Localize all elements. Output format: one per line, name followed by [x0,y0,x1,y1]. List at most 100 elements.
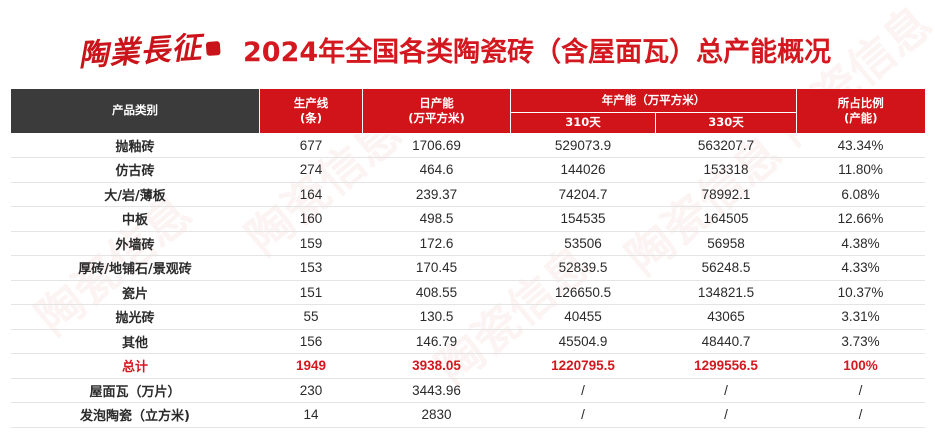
cell-share: 10.37% [796,280,925,305]
cell-lines: 14 [259,402,363,428]
cell-310: 529073.9 [510,133,656,158]
cell-category: 其他 [10,329,260,354]
table-row: 屋面瓦（万片） 230 3443.96 / / / [10,378,925,403]
cell-lines: 159 [259,231,363,256]
table-row: 厚砖/地铺石/景观砖 153 170.45 52839.5 56248.5 4.… [10,255,925,281]
cell-daily: 2830 [362,402,511,428]
cell-daily: 464.6 [362,157,511,183]
seal-icon [205,41,221,56]
cell-category: 瓷片 [10,280,260,305]
page-header: 陶業長征 2024年全国各类陶瓷砖（含屋面瓦）总产能概况 [0,0,935,86]
cell-330: 164505 [655,206,797,232]
cell-daily: 239.37 [362,182,511,207]
cell-lines: 160 [259,206,363,232]
cell-share: 3.31% [796,304,925,330]
cell-daily: 3938.05 [362,353,511,379]
table-row: 仿古砖 274 464.6 144026 153318 11.80% [10,157,925,183]
cell-category: 厚砖/地铺石/景观砖 [10,255,260,281]
cell-lines: 55 [259,304,363,330]
table-row: 其他 156 146.79 45504.9 48440.7 3.73% [10,329,925,354]
cell-lines: 1949 [259,353,363,379]
cell-lines: 677 [259,133,363,158]
cell-daily: 1706.69 [362,133,511,158]
header-daily-unit: (万平方米) [408,110,465,125]
cell-category: 总计 [10,353,260,379]
cell-share: / [796,378,925,403]
table-row: 大/岩/薄板 164 239.37 74204.7 78992.1 6.08% [10,182,925,207]
cell-330: 43065 [655,304,797,330]
table-row: 瓷片 151 408.55 126650.5 134821.5 10.37% [10,280,925,305]
cell-310: 1220795.5 [510,353,656,379]
cell-330: 563207.7 [655,133,797,158]
header-category: 产品类别 [10,89,260,134]
cell-310: 52839.5 [510,255,656,281]
cell-310: / [510,378,656,403]
cell-310: 126650.5 [510,280,656,305]
cell-daily: 170.45 [362,255,511,281]
table-row: 中板 160 498.5 154535 164505 12.66% [10,206,925,232]
cell-daily: 146.79 [362,329,511,354]
cell-330: 48440.7 [655,329,797,354]
header-330-days: 330天 [655,112,797,134]
capacity-table: 产品类别 生产线 (条) 日产能 (万平方米) 年产能（万平方米） 所占比例 (产能)… [10,89,925,428]
cell-category: 抛光砖 [10,304,260,330]
header-lines: 生产线 (条) [259,89,363,134]
cell-share: 11.80% [796,157,925,183]
cell-daily: 172.6 [362,231,511,256]
cell-category: 发泡陶瓷（立方米) [10,402,260,428]
cell-330: 134821.5 [655,280,797,305]
cell-daily: 130.5 [362,304,511,330]
table-row: 外墙砖 159 172.6 53506 56958 4.38% [10,231,925,256]
cell-lines: 153 [259,255,363,281]
cell-330: 56248.5 [655,255,797,281]
header-share: 所占比例 (产能) [796,89,925,134]
cell-310: 53506 [510,231,656,256]
cell-category: 抛釉砖 [10,133,260,158]
header-share-unit: (产能) [843,110,878,125]
cell-share: 6.08% [796,182,925,207]
cell-share: 43.34% [796,133,925,158]
cell-330: 56958 [655,231,797,256]
cell-share: 4.33% [796,255,925,281]
cell-daily: 3443.96 [362,378,511,403]
cell-category: 外墙砖 [10,231,260,256]
header-daily-label: 日产能 [419,95,454,110]
cell-lines: 156 [259,329,363,354]
cell-daily: 408.55 [362,280,511,305]
page-title: 2024年全国各类陶瓷砖（含屋面瓦）总产能概况 [243,37,832,68]
cell-310: 154535 [510,206,656,232]
header-daily: 日产能 (万平方米) [362,89,511,134]
cell-310: / [510,402,656,428]
cell-share: / [796,402,925,428]
cell-category: 仿古砖 [10,157,260,183]
cell-330: 153318 [655,157,797,183]
header-share-label: 所占比例 [837,95,884,110]
header-annual: 年产能（万平方米） [510,89,797,113]
table-row: 发泡陶瓷（立方米) 14 2830 / / / [10,402,925,428]
table-row: 抛釉砖 677 1706.69 529073.9 563207.7 43.34% [10,133,925,158]
cell-daily: 498.5 [362,206,511,232]
cell-lines: 230 [259,378,363,403]
cell-category: 屋面瓦（万片） [10,378,260,403]
cell-category: 中板 [10,206,260,232]
cell-310: 40455 [510,304,656,330]
cell-share: 12.66% [796,206,925,232]
table-row: 抛光砖 55 130.5 40455 43065 3.31% [10,304,925,330]
cell-310: 74204.7 [510,182,656,207]
header-lines-unit: (条) [299,110,322,125]
cell-330: / [655,402,797,428]
cell-lines: 164 [259,182,363,207]
cell-330: 78992.1 [655,182,797,207]
total-row: 总计 1949 3938.05 1220795.5 1299556.5 100% [10,353,925,379]
cell-share: 100% [796,353,925,379]
cell-310: 45504.9 [510,329,656,354]
brand-logo: 陶業長征 [77,21,222,75]
cell-lines: 151 [259,280,363,305]
logo-text: 陶業長征 [77,30,204,74]
header-lines-label: 生产线 [293,95,329,110]
cell-330: 1299556.5 [655,353,797,379]
cell-330: / [655,378,797,403]
cell-310: 144026 [510,157,656,183]
cell-share: 3.73% [796,329,925,354]
cell-lines: 274 [259,157,363,183]
